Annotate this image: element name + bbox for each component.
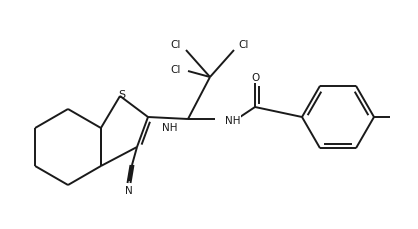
Text: S: S (118, 90, 125, 100)
Text: N: N (125, 185, 133, 195)
Text: NH: NH (225, 115, 240, 125)
Text: Cl: Cl (171, 40, 181, 50)
Text: Cl: Cl (171, 65, 181, 75)
Text: Cl: Cl (239, 40, 249, 50)
Text: NH: NH (162, 123, 178, 132)
Text: O: O (252, 73, 260, 83)
